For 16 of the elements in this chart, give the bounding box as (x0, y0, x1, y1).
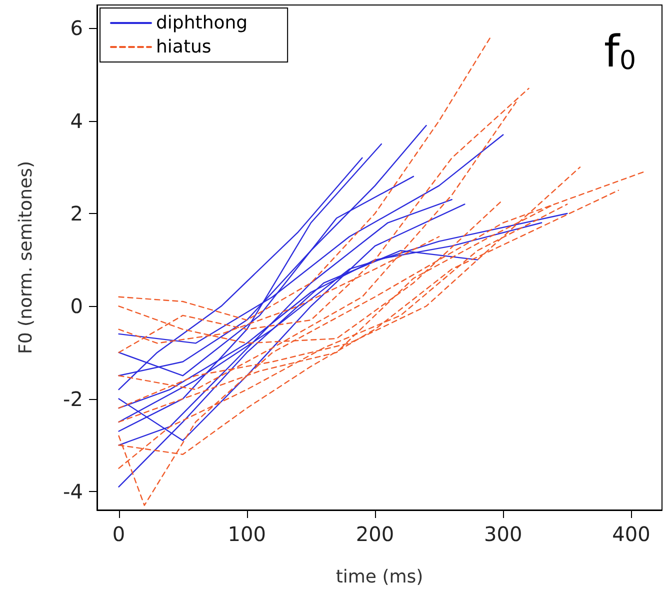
y-tick-label: -2 (63, 386, 83, 411)
y-tick-label: 0 (70, 294, 83, 318)
y-tick-label: -4 (63, 479, 83, 504)
legend-label: hiatus (156, 36, 212, 58)
x-tick-label: 200 (356, 522, 394, 546)
x-tick-label: 0 (112, 522, 126, 546)
x-tick-label: 300 (484, 522, 522, 546)
x-tick-label: 400 (612, 522, 650, 546)
y-axis-title: F0 (norm. semitones) (16, 161, 36, 354)
y-tick-label: 2 (70, 201, 83, 226)
y-tick-label: 4 (70, 108, 83, 133)
x-tick-label: 100 (228, 522, 266, 546)
annotation: f0 (604, 26, 636, 78)
x-axis-title: time (ms) (336, 566, 424, 588)
y-tick-label: 6 (70, 16, 83, 40)
legend-label: diphthong (156, 12, 248, 34)
